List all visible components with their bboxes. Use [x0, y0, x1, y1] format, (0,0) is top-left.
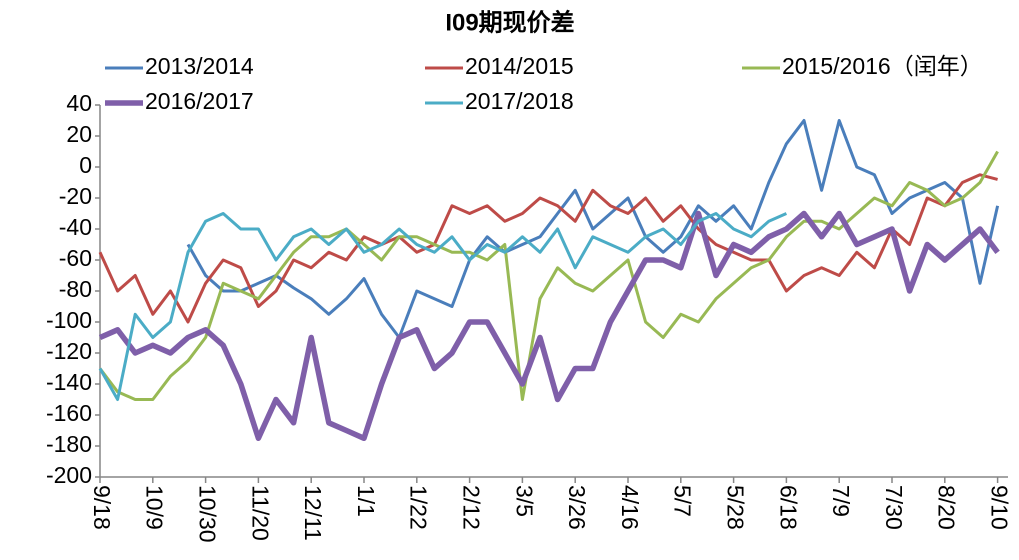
y-tick-label: 20: [66, 121, 92, 147]
x-tick-label: 1/22: [406, 485, 432, 530]
y-tick-label: -20: [59, 183, 92, 209]
series-line: [98, 173, 998, 324]
x-tick-label: 5/7: [670, 485, 696, 517]
y-tick-label: -200: [46, 462, 92, 488]
x-tick-label: 12/11: [300, 485, 326, 541]
x-tick-label: 4/16: [617, 485, 643, 530]
x-tick-label: 10/9: [142, 485, 168, 530]
y-tick-label: -140: [46, 369, 92, 395]
x-tick-label: 2/12: [459, 485, 485, 530]
y-tick-label: -160: [46, 400, 92, 426]
legend-label: 2014/2015: [465, 53, 574, 79]
series-line: [186, 119, 1000, 339]
y-tick-label: 40: [66, 90, 92, 116]
x-tick-label: 8/20: [934, 485, 960, 530]
legend-label: 2017/2018: [465, 88, 574, 114]
series-line: [98, 150, 999, 401]
y-tick-label: -100: [46, 307, 92, 333]
x-tick-label: 5/28: [723, 485, 749, 530]
x-tick-label: 6/18: [775, 485, 801, 530]
x-tick-label: 11/20: [247, 485, 273, 541]
x-tick-label: 1/1: [353, 485, 379, 517]
x-tick-label: 9/18: [89, 485, 115, 530]
legend-label: 2015/2016（闰年）: [782, 53, 983, 79]
y-tick-label: 0: [79, 152, 92, 178]
legend-label: 2016/2017: [145, 88, 254, 114]
y-tick-label: -180: [46, 431, 92, 457]
y-tick-label: -60: [59, 245, 92, 271]
x-tick-label: 7/9: [828, 485, 854, 517]
x-tick-label: 3/26: [564, 485, 590, 530]
chart-title: I09期现价差: [445, 8, 574, 36]
series-line: [98, 212, 788, 401]
y-tick-label: -80: [59, 276, 92, 302]
x-tick-label: 7/30: [881, 485, 907, 530]
series-line: [98, 210, 1000, 442]
x-tick-label: 9/10: [987, 485, 1013, 530]
y-tick-label: -40: [59, 214, 92, 240]
x-tick-label: 10/30: [195, 485, 221, 543]
x-tick-label: 3/5: [511, 485, 537, 517]
legend-label: 2013/2014: [145, 53, 254, 79]
y-tick-label: -120: [46, 338, 92, 364]
